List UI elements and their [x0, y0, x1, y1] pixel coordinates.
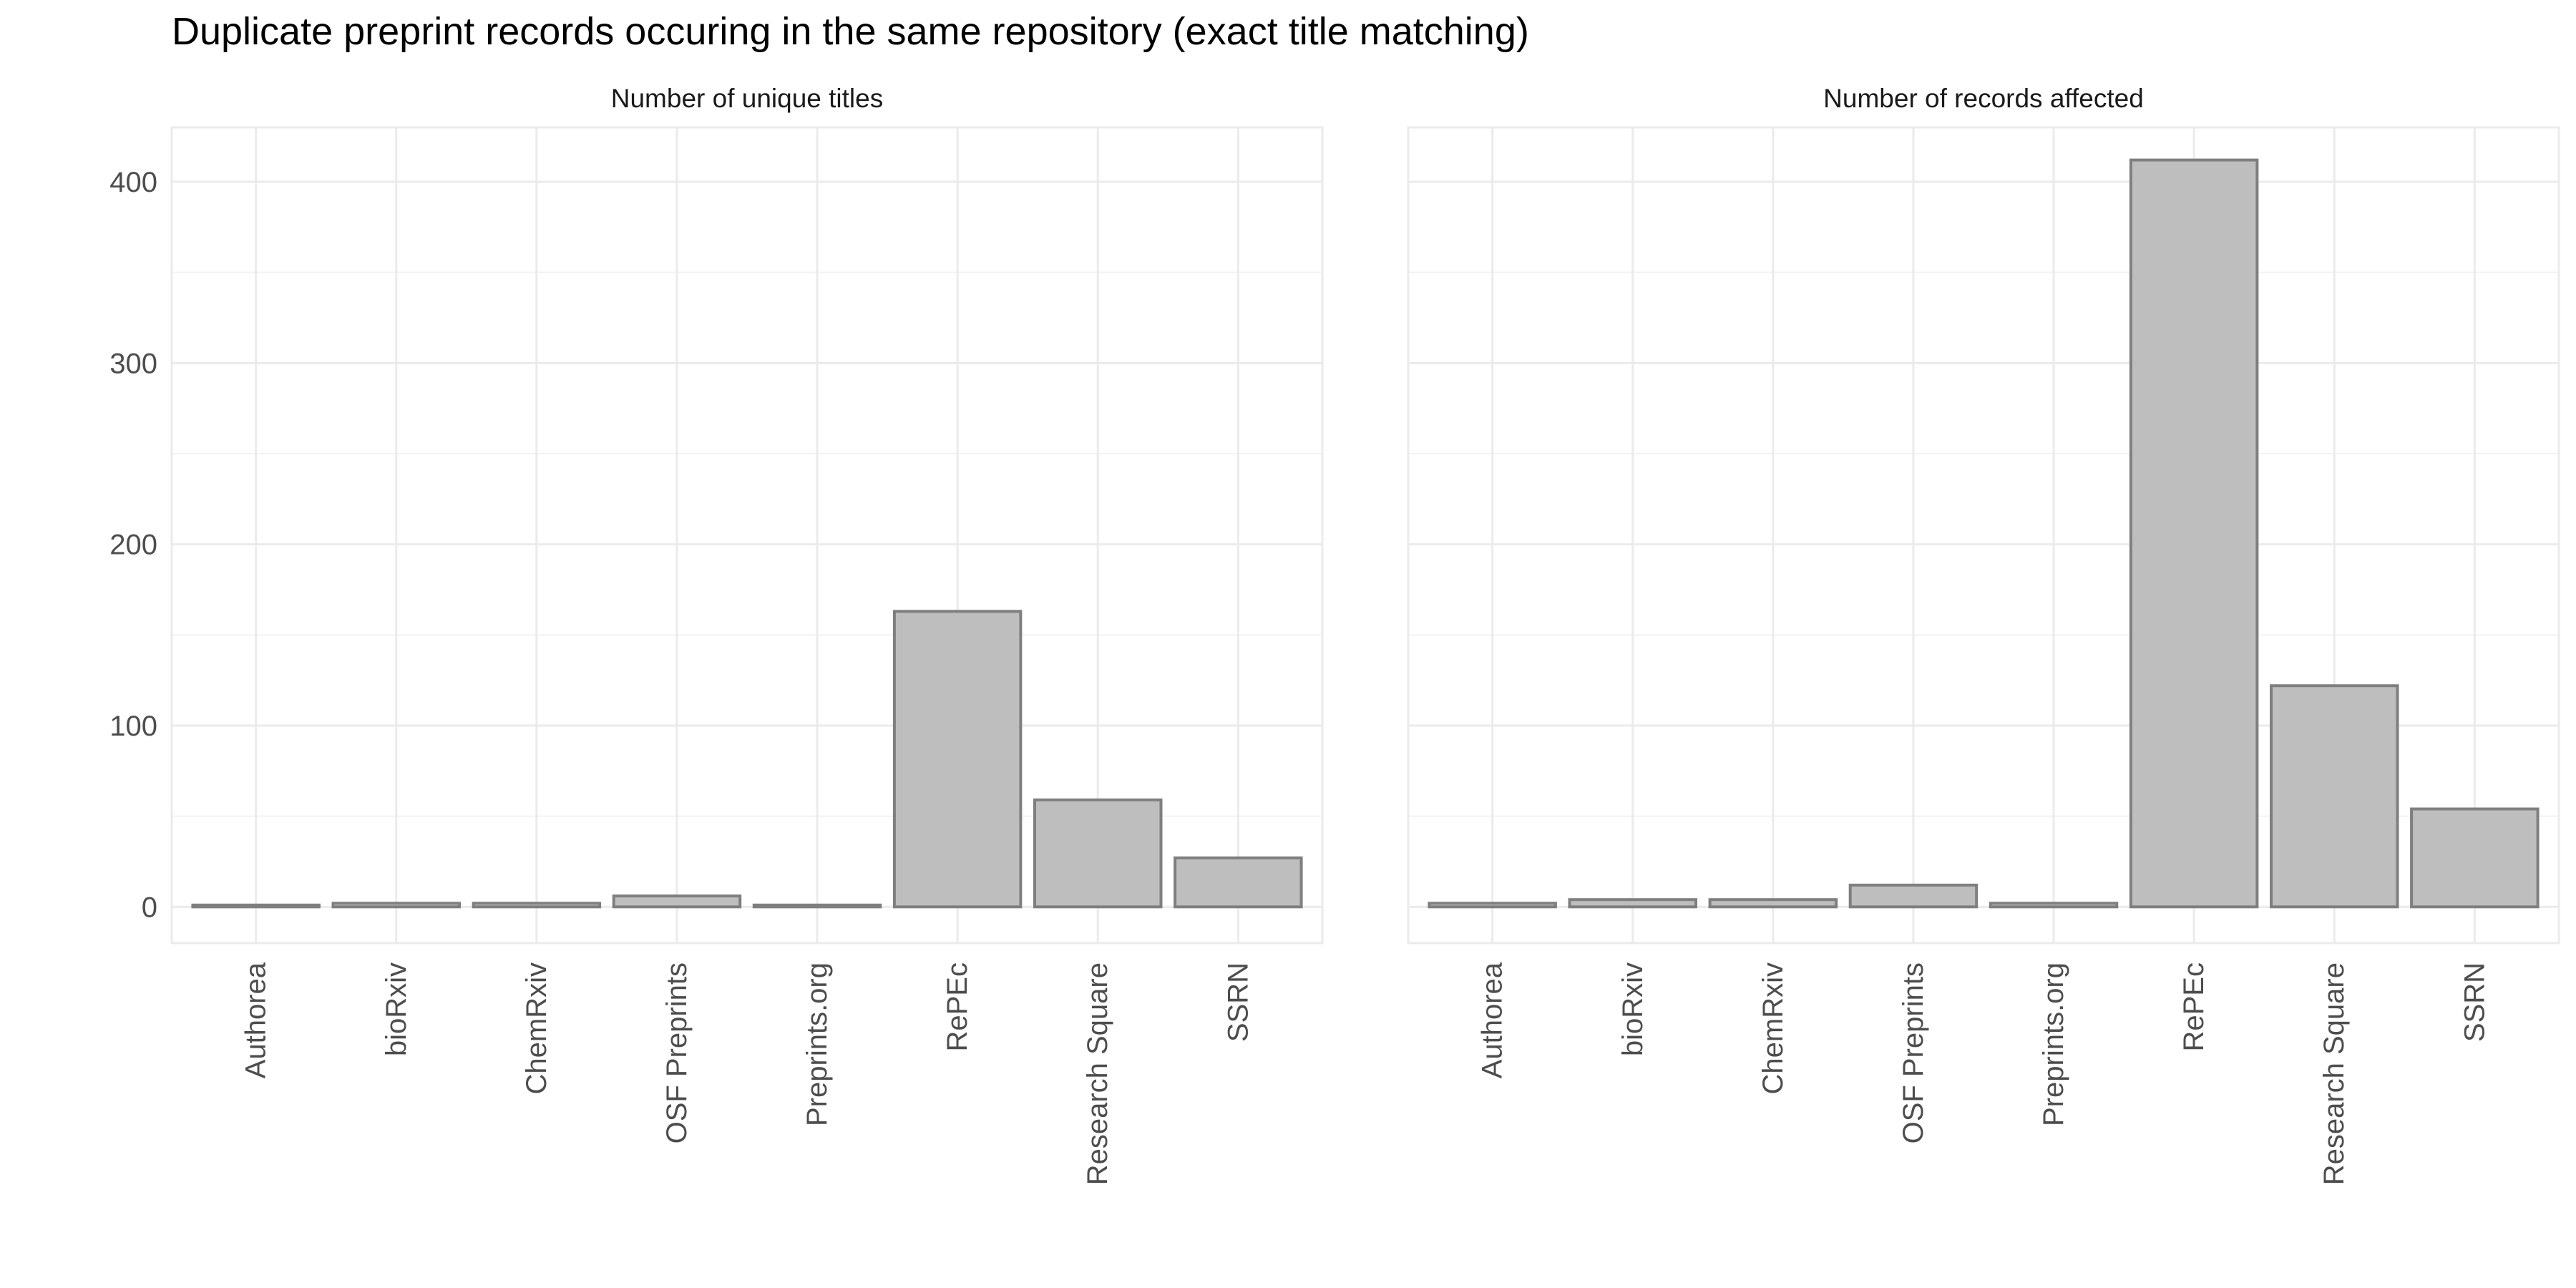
chart-title: Duplicate preprint records occuring in t…: [172, 10, 1529, 53]
x-tick-label: SSRN: [1222, 962, 1254, 1042]
x-tick-label: Preprints.org: [801, 962, 833, 1126]
facet-strip-label: Number of unique titles: [611, 84, 883, 113]
bar: [2270, 684, 2399, 909]
x-tick-label: ChemRxiv: [521, 962, 552, 1094]
x-tick-label: Authorea: [240, 962, 272, 1078]
bar: [331, 902, 462, 909]
bar: [1989, 902, 2119, 909]
x-tick-label: Authorea: [1477, 962, 1508, 1078]
bar: [1848, 883, 1979, 909]
facet-strip-label: Number of records affected: [1823, 84, 2144, 113]
y-tick-label: 200: [109, 530, 157, 561]
bar: [752, 903, 882, 909]
bar: [1568, 898, 1698, 909]
bar: [892, 610, 1023, 909]
panel-border: [1407, 126, 2560, 945]
bar: [612, 894, 742, 909]
x-tick-label: RePEc: [942, 962, 973, 1052]
x-tick-label: ChemRxiv: [1757, 962, 1789, 1094]
x-tick-label: Research Square: [1082, 962, 1113, 1185]
x-tick-label: SSRN: [2459, 962, 2490, 1042]
x-tick-label: bioRxiv: [381, 962, 412, 1056]
x-tick-label: OSF Preprints: [661, 962, 693, 1143]
facet-panel: Number of unique titles Authorea bioRxiv Ch…: [109, 84, 1324, 1185]
x-tick-label: Preprints.org: [2038, 962, 2069, 1126]
facet-panel: Number of records affected Authorea bioRxi…: [1407, 84, 2560, 1185]
y-tick-label: 100: [109, 711, 157, 742]
x-tick-label: Research Square: [2318, 962, 2350, 1185]
y-tick-label: 400: [109, 167, 157, 198]
panel-border: [170, 126, 1324, 945]
bar: [2410, 807, 2540, 909]
bar: [2129, 158, 2259, 909]
x-tick-label: bioRxiv: [1617, 962, 1649, 1056]
x-tick-label: RePEc: [2178, 962, 2210, 1052]
y-tick-label: 300: [109, 348, 157, 379]
x-tick-label: OSF Preprints: [1898, 962, 1929, 1143]
bar: [1428, 902, 1557, 909]
bar: [1708, 898, 1838, 909]
bar: [191, 903, 321, 909]
y-tick-label: 0: [142, 892, 157, 923]
panels: Number of unique titles Authorea bioRxiv Ch…: [109, 84, 2560, 1185]
bar: [1033, 798, 1163, 909]
bar: [472, 902, 602, 909]
bar: [1174, 856, 1303, 909]
